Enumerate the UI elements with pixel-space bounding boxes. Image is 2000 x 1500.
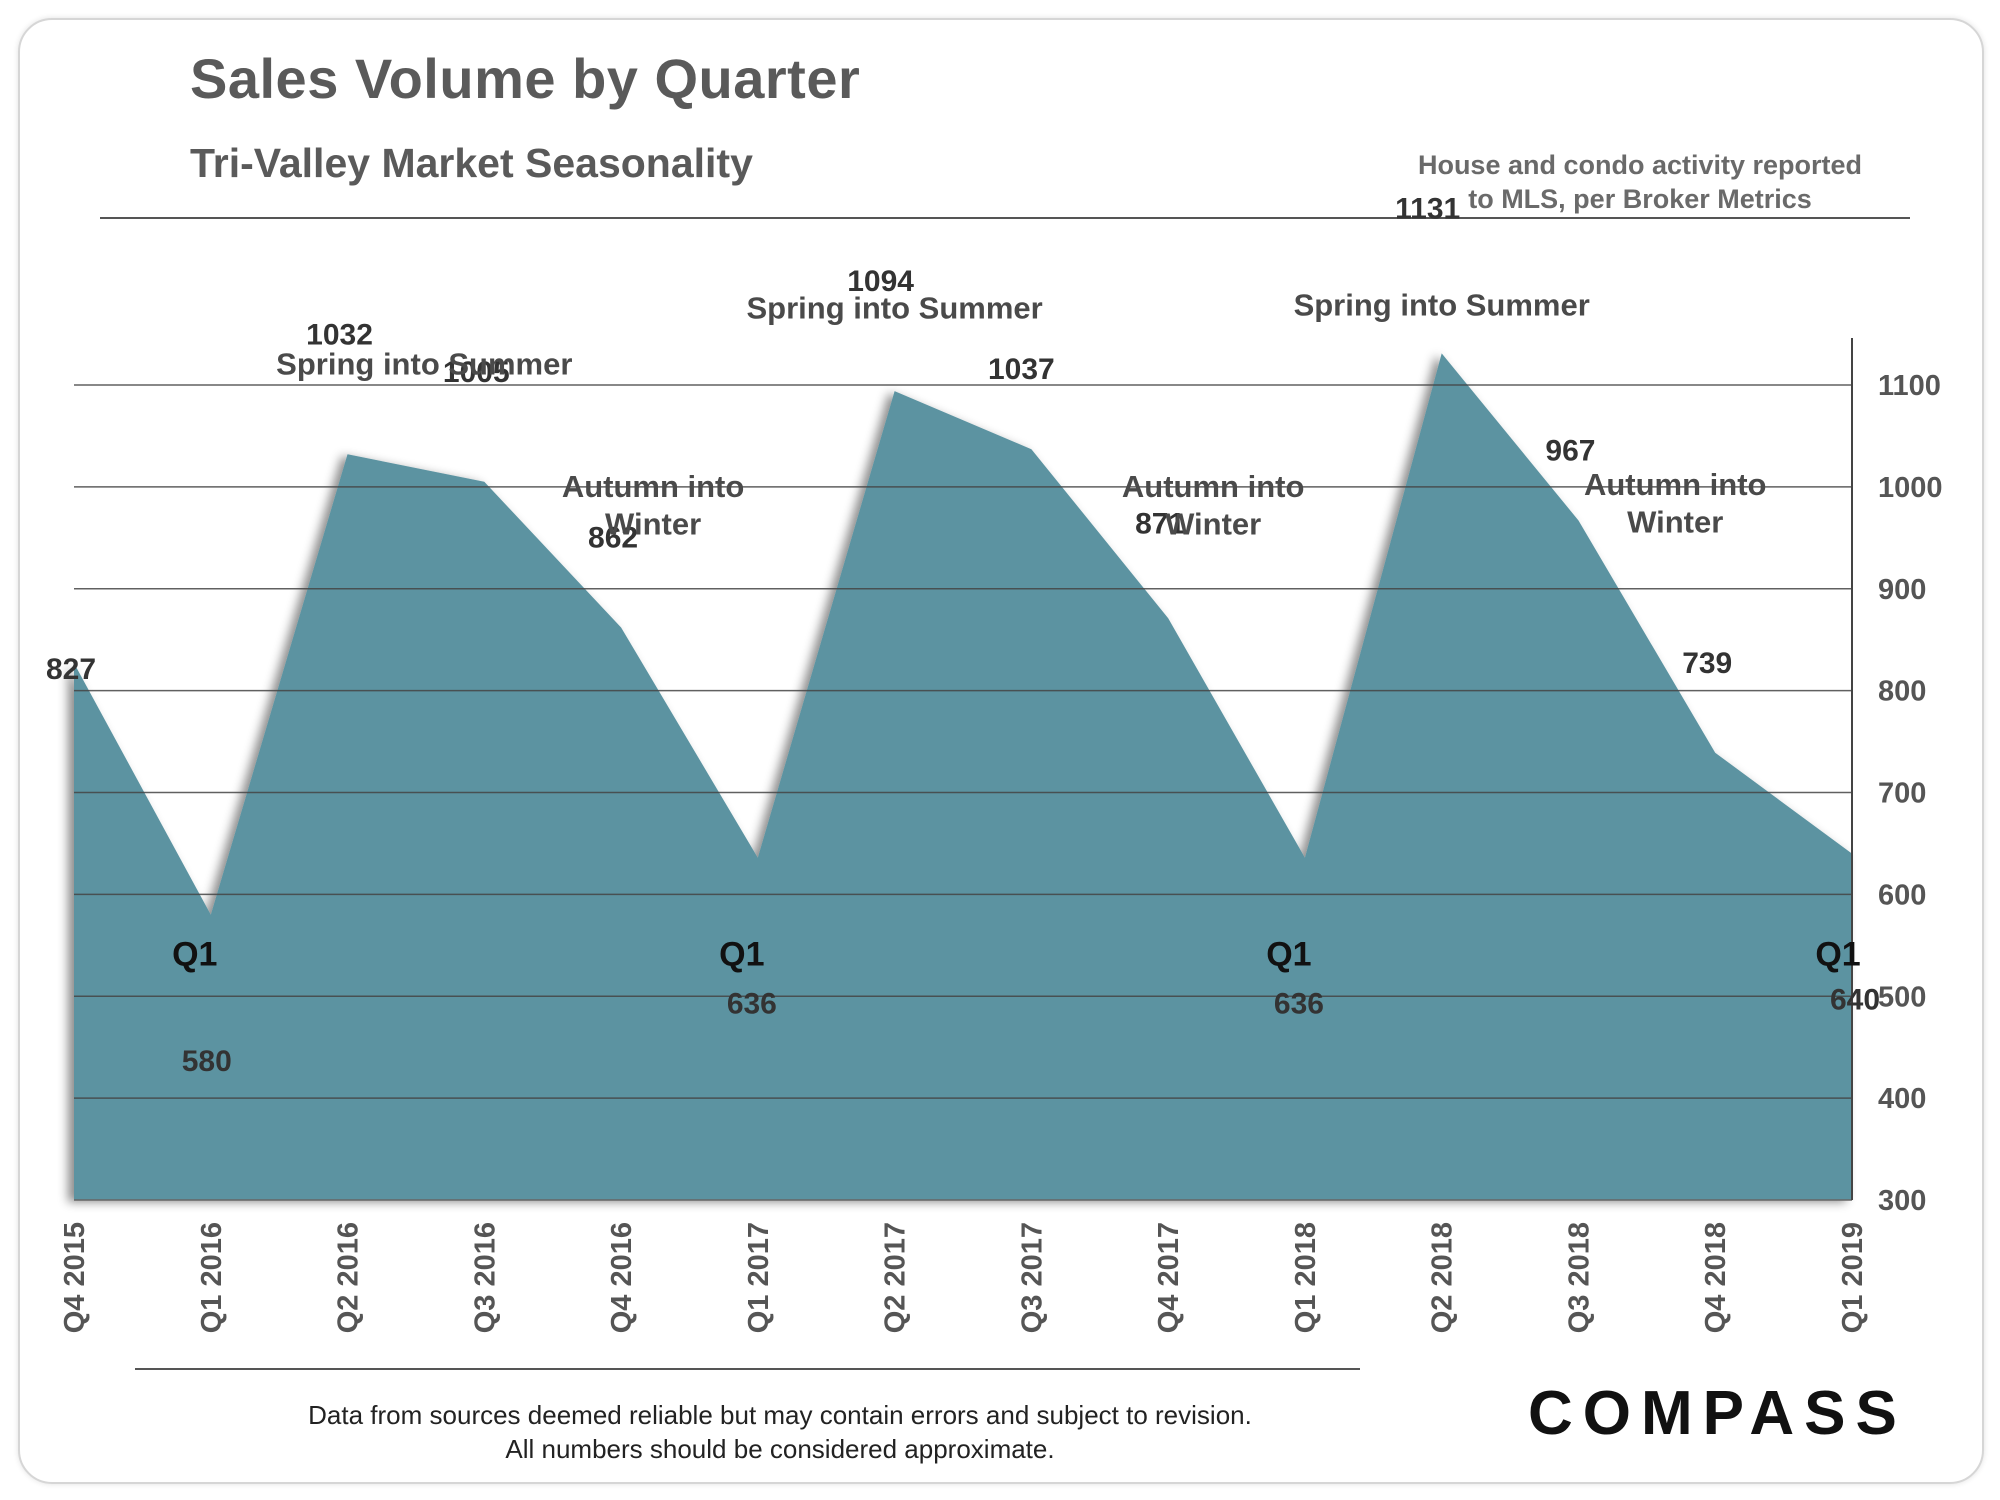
compass-logo: COMPASS: [1528, 1379, 1907, 1448]
y-tick-label-300: 300: [1878, 1185, 1926, 1217]
y-tick-label-600: 600: [1878, 879, 1926, 911]
y-tick-label-500: 500: [1878, 981, 1926, 1013]
x-tick-label: Q3 2016: [469, 1222, 501, 1333]
data-label: 1005: [443, 356, 510, 389]
season-annotation: Autumn into: [1584, 467, 1767, 502]
q1-annotation: Q1: [1266, 936, 1311, 974]
x-tick-label: Q4 2017: [1153, 1222, 1185, 1333]
y-tick-label-400: 400: [1878, 1083, 1926, 1115]
x-tick-label: Q3 2017: [1016, 1222, 1048, 1333]
data-label: 1032: [306, 318, 373, 351]
x-tick-label: Q1 2016: [196, 1222, 228, 1333]
season-annotation: Spring into Summer: [276, 347, 572, 382]
source-note-line-2: to MLS, per Broker Metrics: [1468, 184, 1812, 214]
season-annotation: Spring into Summer: [746, 291, 1042, 326]
season-annotation: Autumn into: [562, 469, 745, 504]
x-tick-label: Q4 2016: [606, 1222, 638, 1333]
x-tick-label: Q4 2018: [1700, 1222, 1732, 1333]
chart-subtitle: Tri-Valley Market Seasonality: [190, 140, 753, 186]
data-label: 636: [727, 988, 777, 1021]
data-label: 739: [1682, 647, 1732, 680]
data-label: 871: [1135, 507, 1185, 540]
season-annotation: Spring into Summer: [1294, 288, 1590, 323]
data-label: 640: [1830, 984, 1880, 1017]
y-tick-label-1000: 1000: [1878, 472, 1943, 504]
sales-volume-area: [74, 353, 1852, 1200]
x-tick-label: Q1 2017: [743, 1222, 775, 1333]
x-tick-label: Q2 2016: [333, 1222, 365, 1333]
x-tick-label: Q2 2018: [1427, 1222, 1459, 1333]
y-tick-label-900: 900: [1878, 574, 1926, 606]
data-label: 636: [1274, 988, 1324, 1021]
y-tick-label-1100: 1100: [1878, 370, 1941, 402]
x-tick-label: Q4 2015: [59, 1222, 91, 1333]
season-annotation: Winter: [605, 507, 701, 542]
x-tick-label: Q1 2018: [1290, 1222, 1322, 1333]
data-label: 827: [46, 653, 96, 686]
data-label: 580: [182, 1045, 232, 1078]
data-label: 1131: [1395, 192, 1460, 225]
x-tick-label: Q3 2018: [1563, 1222, 1595, 1333]
disclaimer: Data from sources deemed reliable but ma…: [190, 1398, 1370, 1466]
source-note-line-1: House and condo activity reported: [1417, 150, 1863, 180]
footer-divider: [135, 1368, 1360, 1370]
season-annotation: Winter: [1627, 505, 1723, 540]
disclaimer-line-2: All numbers should be considered approxi…: [505, 1434, 1055, 1464]
x-tick-label: Q2 2017: [880, 1222, 912, 1333]
source-note: House and condo activity reported to MLS…: [1380, 148, 1900, 216]
disclaimer-line-1: Data from sources deemed reliable but ma…: [308, 1400, 1252, 1430]
data-label: 1037: [988, 353, 1055, 386]
q1-annotation: Q1: [172, 936, 217, 974]
season-annotation: Winter: [1165, 507, 1261, 542]
data-label: 1094: [847, 265, 914, 298]
data-label: 967: [1545, 434, 1595, 467]
y-tick-label-800: 800: [1878, 676, 1926, 708]
chart-title: Sales Volume by Quarter: [190, 47, 861, 110]
q1-annotation: Q1: [719, 936, 764, 974]
y-tick-label-700: 700: [1878, 778, 1926, 810]
header-divider: [100, 217, 1910, 219]
data-label: 862: [588, 521, 638, 554]
q1-annotation: Q1: [1815, 936, 1860, 974]
x-tick-label: Q1 2019: [1837, 1222, 1869, 1333]
season-annotation: Autumn into: [1122, 469, 1305, 504]
